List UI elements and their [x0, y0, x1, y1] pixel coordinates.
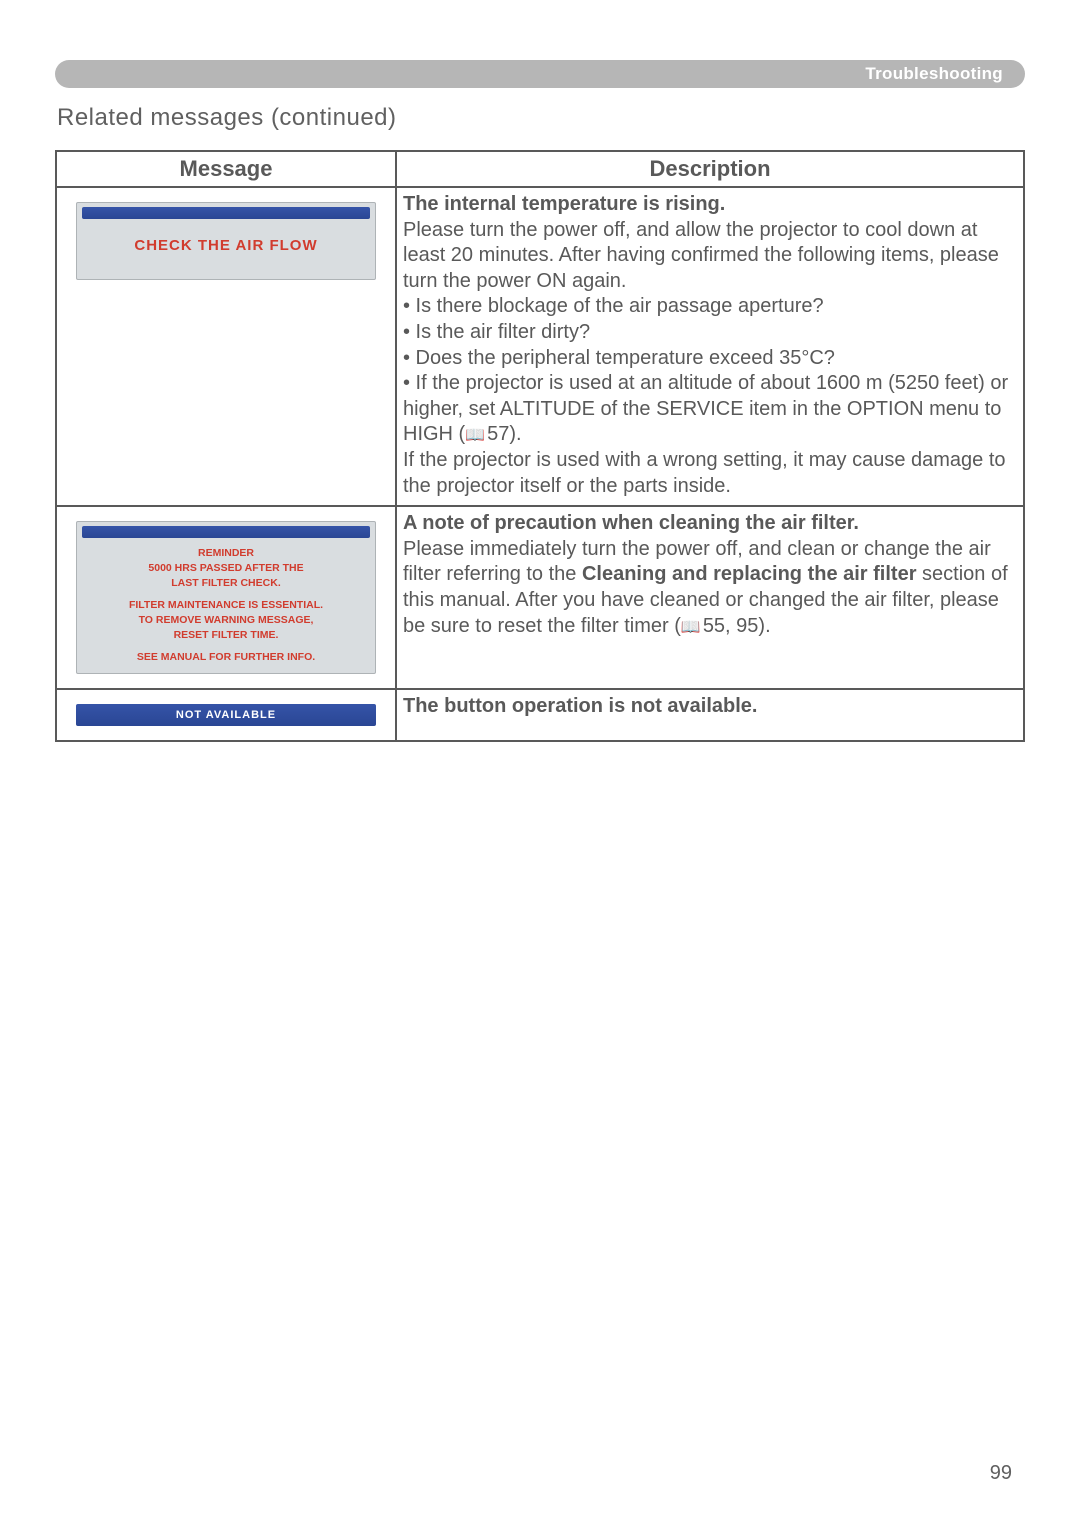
- desc-title: The button operation is not available.: [403, 695, 757, 717]
- osd-line: RESET FILTER TIME.: [83, 628, 369, 643]
- osd-line: REMINDER: [83, 546, 369, 561]
- page-number: 99: [990, 1462, 1012, 1485]
- section-header-label: Troubleshooting: [865, 64, 1003, 84]
- section-header-bar: Troubleshooting: [55, 60, 1025, 88]
- book-icon: [465, 423, 487, 445]
- message-cell: REMINDER 5000 HRS PASSED AFTER THE LAST …: [56, 506, 396, 689]
- description-cell: The button operation is not available.: [396, 689, 1024, 741]
- th-message: Message: [56, 151, 396, 187]
- desc-bullet: • Is there blockage of the air passage a…: [403, 295, 824, 317]
- osd-line: 5000 HRS PASSED AFTER THE: [83, 561, 369, 576]
- th-description: Description: [396, 151, 1024, 187]
- desc-title: A note of precaution when cleaning the a…: [403, 512, 859, 534]
- osd-text: CHECK THE AIR FLOW: [134, 237, 317, 254]
- section-title: Related messages (continued): [57, 104, 1025, 132]
- book-icon: [681, 615, 703, 637]
- osd-check-air-flow: CHECK THE AIR FLOW: [76, 202, 376, 280]
- table-row: NOT AVAILABLE The button operation is no…: [56, 689, 1024, 741]
- desc-text: Please turn the power off, and allow the…: [403, 219, 999, 292]
- table-row: REMINDER 5000 HRS PASSED AFTER THE LAST …: [56, 506, 1024, 689]
- description-cell: The internal temperature is rising. Plea…: [396, 187, 1024, 506]
- osd-line: SEE MANUAL FOR FURTHER INFO.: [83, 650, 369, 665]
- desc-text: Please immediately turn the power off, a…: [403, 538, 1008, 637]
- desc-text: If the projector is used with a wrong se…: [403, 449, 1006, 497]
- desc-bullet: • If the projector is used at an altitud…: [403, 372, 1008, 445]
- desc-bullet: • Is the air filter dirty?: [403, 321, 590, 343]
- osd-titlebar: [82, 526, 370, 538]
- message-cell: NOT AVAILABLE: [56, 689, 396, 741]
- osd-titlebar: [82, 207, 370, 219]
- osd-not-available: NOT AVAILABLE: [76, 704, 376, 726]
- desc-title: The internal temperature is rising.: [403, 193, 725, 215]
- messages-table: Message Description CHECK THE AIR FLOW T…: [55, 150, 1025, 742]
- osd-reminder: REMINDER 5000 HRS PASSED AFTER THE LAST …: [76, 521, 376, 674]
- message-cell: CHECK THE AIR FLOW: [56, 187, 396, 506]
- osd-line: FILTER MAINTENANCE IS ESSENTIAL.: [83, 598, 369, 613]
- osd-text: NOT AVAILABLE: [76, 709, 376, 721]
- osd-line: LAST FILTER CHECK.: [83, 576, 369, 591]
- table-row: CHECK THE AIR FLOW The internal temperat…: [56, 187, 1024, 506]
- description-cell: A note of precaution when cleaning the a…: [396, 506, 1024, 689]
- desc-bullet: • Does the peripheral temperature exceed…: [403, 347, 835, 369]
- osd-line: TO REMOVE WARNING MESSAGE,: [83, 613, 369, 628]
